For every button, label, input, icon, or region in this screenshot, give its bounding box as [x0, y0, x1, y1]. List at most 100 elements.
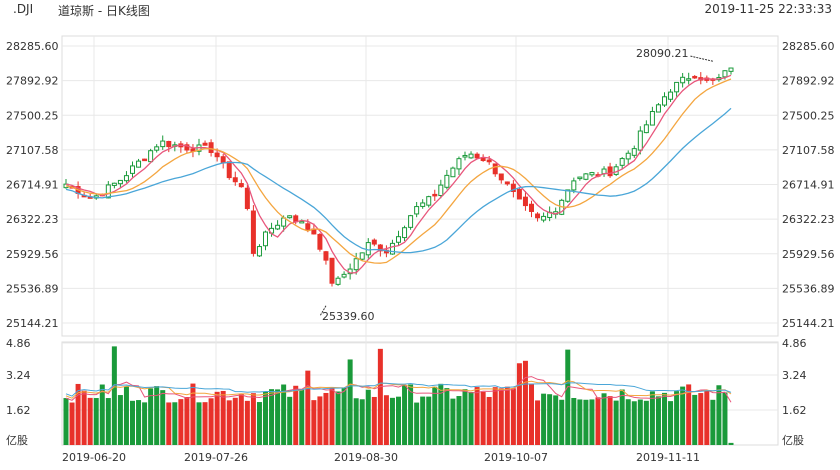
price-panel-frame [61, 35, 779, 337]
candle-body [317, 233, 323, 250]
volume-bar [208, 398, 214, 445]
volume-bar [462, 389, 468, 445]
high-annotation-label: 28090.21 [636, 47, 689, 60]
date-tick-label: 2019-08-30 [334, 451, 398, 464]
price-tick-label-left: 25144.21 [6, 317, 59, 330]
volume-bar [359, 399, 365, 445]
volume-bar [142, 402, 148, 445]
candle-body [668, 91, 674, 100]
volume-tick-label-left: 1.62 [6, 404, 31, 417]
volume-bar [450, 398, 456, 445]
candle-body [728, 67, 734, 72]
candle-body [263, 231, 268, 247]
volume-bar [522, 360, 528, 445]
volume-tick-label-right: 3.24 [782, 369, 807, 382]
volume-ma5-line [65, 376, 732, 403]
volume-bar [238, 393, 244, 445]
candle-body [402, 227, 408, 239]
volume-bar [263, 391, 268, 445]
candle-body [722, 70, 728, 78]
date-tick-label: 2019-11-11 [636, 451, 700, 464]
timestamp: 2019-11-25 22:33:33 [704, 2, 832, 16]
volume-bar [722, 392, 728, 445]
candle-body [226, 161, 232, 179]
volume-bar [686, 384, 692, 445]
volume-bar [190, 383, 196, 445]
candle-body [299, 220, 305, 224]
volume-bar [220, 390, 226, 445]
volume-bar [589, 399, 595, 445]
candle-body [305, 223, 311, 230]
volume-tick-label-right: 1.62 [782, 404, 807, 417]
volume-bar [420, 396, 426, 445]
candle-body [474, 153, 480, 159]
candle-body [577, 176, 583, 180]
volume-bar [728, 442, 734, 445]
volume-bar [377, 348, 383, 445]
candle-body [341, 273, 347, 278]
candle-body [541, 215, 547, 221]
candle-body [426, 196, 432, 206]
volume-bar [178, 399, 184, 445]
volume-bar [130, 400, 135, 445]
volume-bar [244, 400, 250, 445]
candle-body [408, 215, 414, 228]
candle-body [389, 242, 395, 255]
candle-body [649, 110, 655, 126]
volume-bar [196, 402, 202, 445]
high-annotation-line [689, 55, 713, 62]
candle-body [220, 156, 226, 164]
low-annotation-line [319, 305, 327, 317]
candle-body [438, 184, 444, 197]
price-tick-label-right: 25929.56 [782, 248, 835, 261]
candle-body [365, 242, 371, 256]
volume-bar [311, 400, 317, 445]
candle-body [250, 210, 256, 254]
candle-body [166, 140, 172, 148]
volume-bar [136, 400, 142, 445]
volume-tick-label-right: 4.86 [782, 337, 807, 350]
volume-bar [287, 396, 293, 445]
candle-body [504, 181, 510, 185]
volume-bar [583, 399, 589, 445]
volume-bar [408, 384, 414, 445]
volume-bar [577, 399, 583, 445]
candle-body [202, 142, 208, 146]
volume-bar [486, 396, 492, 445]
chart-header: .DJI 道琼斯 - 日K线图 2019-11-25 22:33:33 [0, 0, 840, 22]
volume-bar [250, 393, 256, 445]
volume-bar [99, 384, 105, 445]
volume-bar [414, 402, 420, 445]
volume-bar [444, 388, 450, 445]
candle-body [619, 158, 625, 166]
volume-bar [111, 346, 117, 445]
price-tick-label-left: 25929.56 [6, 248, 59, 261]
volume-bar [323, 392, 329, 445]
volume-bar [692, 394, 698, 445]
volume-bar [69, 402, 75, 445]
volume-bar [649, 391, 655, 445]
candle-body [160, 140, 166, 148]
candle-body [244, 187, 250, 209]
volume-bar [365, 389, 371, 445]
price-tick-label-right: 27107.58 [782, 144, 835, 157]
candle-body [450, 167, 456, 178]
candle-body [625, 152, 631, 160]
volume-bar [166, 402, 172, 445]
volume-bar [63, 398, 69, 445]
candle-body [686, 78, 692, 81]
candle-body [287, 215, 293, 219]
candle-body [468, 153, 474, 159]
candle-body [565, 189, 571, 202]
volume-ma20-line [65, 382, 732, 397]
low-annotation-label: 25339.60 [322, 310, 375, 323]
volume-bar [214, 391, 220, 445]
volume-bar [123, 386, 129, 445]
volume-bar [371, 396, 377, 445]
volume-bar [541, 393, 547, 445]
candle-body [498, 173, 504, 181]
volume-bar [269, 389, 275, 445]
date-tick-label: 2019-07-26 [184, 451, 248, 464]
volume-bar [516, 363, 522, 445]
